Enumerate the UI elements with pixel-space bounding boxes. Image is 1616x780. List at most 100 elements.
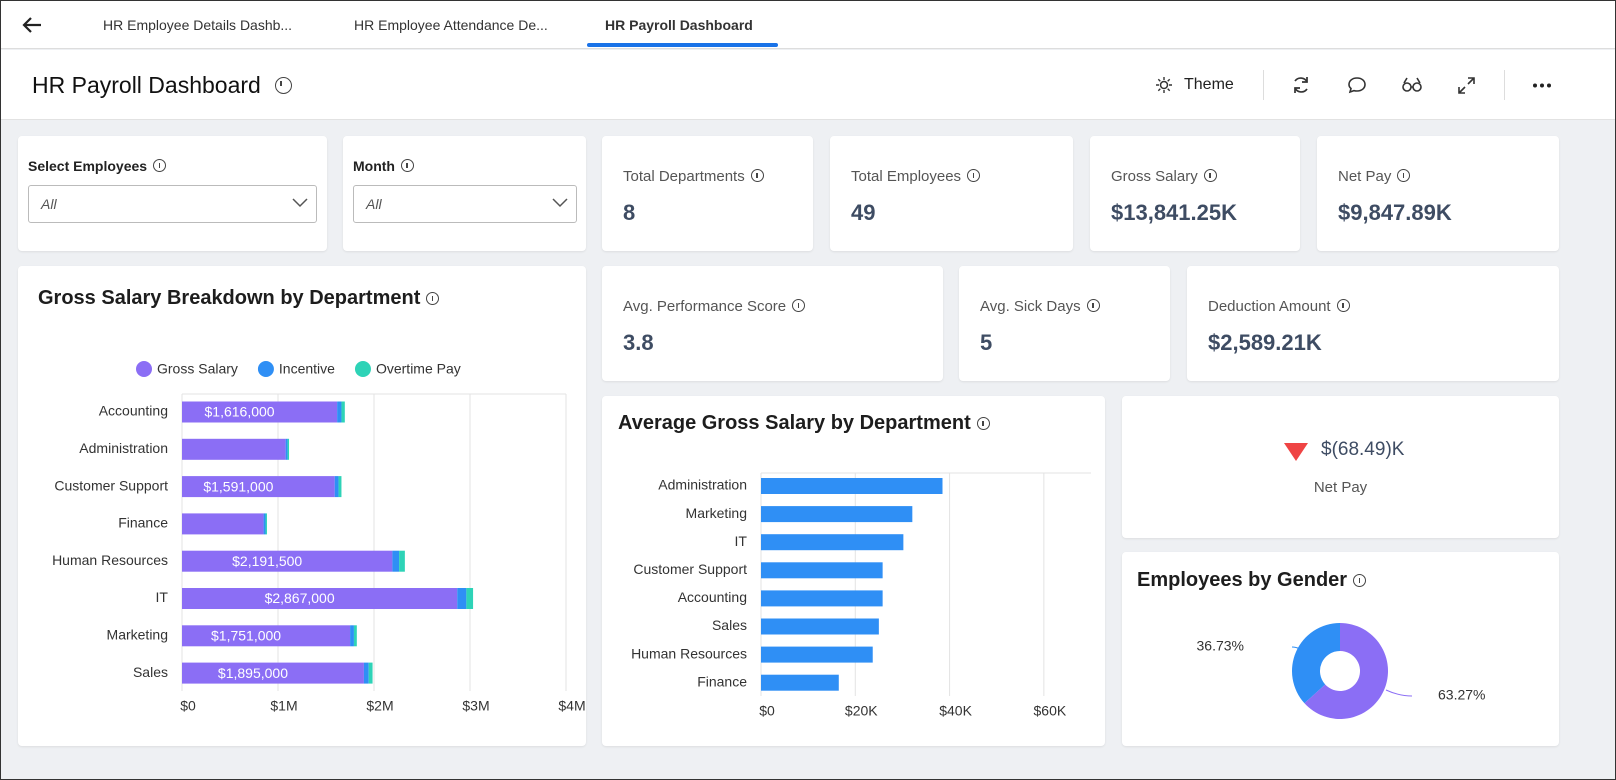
- dropdown[interactable]: All: [28, 185, 317, 223]
- leader-line: [1291, 646, 1301, 650]
- tab[interactable]: HR Employee Details Dashb...: [103, 17, 293, 33]
- bar-segment: [466, 588, 474, 609]
- tab[interactable]: HR Employee Attendance De...: [354, 17, 548, 33]
- legend-label: Gross Salary: [157, 361, 238, 377]
- bar: [761, 534, 904, 551]
- kpi-label-text: Net Pay: [1338, 168, 1392, 185]
- data-label: $1,751,000: [211, 628, 281, 644]
- view-button[interactable]: [1401, 77, 1423, 93]
- x-tick-label: $2M: [366, 698, 393, 714]
- page-title: HR Payroll Dashboard: [32, 72, 292, 99]
- info-icon[interactable]: [400, 159, 414, 172]
- bar-segment: [265, 513, 267, 535]
- kpi-card: Total Departments 8: [602, 136, 813, 251]
- back-button[interactable]: [21, 15, 43, 35]
- bar: [761, 506, 913, 523]
- refresh-button[interactable]: [1292, 76, 1310, 94]
- bar: [761, 562, 883, 579]
- leader-line: [1385, 689, 1413, 697]
- bar-segment: [287, 438, 290, 460]
- chart-title-text: Gross Salary Breakdown by Department: [38, 287, 421, 309]
- dropdown[interactable]: All: [353, 185, 577, 223]
- bar-segment: [350, 625, 354, 647]
- info-icon[interactable]: [274, 77, 292, 94]
- y-tick-label: Finance: [697, 673, 747, 689]
- dropdown-value: All: [366, 196, 382, 212]
- legend-marker: [257, 361, 274, 377]
- info-icon[interactable]: [967, 169, 981, 182]
- x-tick-label: $0: [180, 698, 196, 714]
- kpi-value: 49: [851, 200, 876, 225]
- comment-button[interactable]: [1347, 76, 1367, 94]
- info-icon[interactable]: [750, 169, 764, 182]
- fullscreen-button[interactable]: [1458, 77, 1475, 94]
- chart-title: Employees by Gender: [1137, 569, 1367, 592]
- y-tick-label: Accounting: [678, 589, 747, 605]
- filter-label: Select Employees: [28, 158, 167, 174]
- bar-segment: [392, 550, 400, 572]
- legend-label: Incentive: [279, 361, 335, 377]
- x-tick-label: $20K: [845, 703, 878, 719]
- y-tick-label: Administration: [79, 440, 168, 456]
- info-icon[interactable]: [1397, 169, 1411, 182]
- kpi-value: $13,841.25K: [1111, 200, 1237, 225]
- divider: [1504, 70, 1505, 100]
- bar-segment: [353, 625, 357, 647]
- bar-segment: [368, 662, 373, 684]
- header: HR Payroll Dashboard Theme: [1, 50, 1615, 120]
- info-icon[interactable]: [1203, 169, 1217, 182]
- theme-button[interactable]: Theme: [1184, 76, 1234, 93]
- info-icon[interactable]: [1086, 299, 1100, 312]
- y-tick-label: Finance: [118, 515, 168, 531]
- filter-card: Select Employees All: [18, 136, 327, 251]
- info-icon[interactable]: [1336, 299, 1350, 312]
- bar-segment: [182, 588, 458, 609]
- kpi-label: Deduction Amount: [1208, 298, 1350, 315]
- kpi-label: Net Pay: [1338, 168, 1411, 185]
- variance-label: Net Pay: [1313, 479, 1368, 496]
- x-tick-label: $40K: [939, 703, 972, 719]
- tab-active[interactable]: HR Payroll Dashboard: [605, 17, 753, 33]
- bar-segment: [334, 476, 339, 498]
- y-tick-label: Customer Support: [633, 561, 747, 577]
- y-tick-label: Marketing: [686, 505, 747, 521]
- y-tick-label: Customer Support: [54, 477, 168, 493]
- bar-segment: [341, 401, 345, 423]
- legend-label: Overtime Pay: [376, 361, 461, 377]
- data-label: $1,591,000: [203, 478, 273, 494]
- info-icon[interactable]: [426, 292, 440, 305]
- info-icon[interactable]: [1353, 574, 1367, 587]
- y-tick-label: IT: [156, 589, 169, 605]
- chevron: [552, 198, 568, 208]
- info-icon[interactable]: [976, 417, 990, 430]
- kpi-label: Avg. Performance Score: [623, 298, 806, 315]
- bar: [761, 618, 879, 635]
- dropdown-value: All: [41, 196, 57, 212]
- chart-title: Average Gross Salary by Department: [618, 412, 990, 435]
- info-icon[interactable]: [792, 299, 806, 312]
- legend-marker: [354, 361, 371, 377]
- kpi-label-text: Avg. Sick Days: [980, 298, 1081, 315]
- down-arrow: [1284, 443, 1308, 461]
- chart: 36.73% 63.27%: [1197, 623, 1485, 719]
- filter-label-text: Month: [353, 158, 395, 174]
- data-label: $1,895,000: [218, 665, 288, 681]
- kpi-label-text: Deduction Amount: [1208, 298, 1331, 315]
- data-label: 36.73%: [1197, 638, 1244, 654]
- kpi-card: Total Employees 49: [830, 136, 1073, 251]
- x-tick-label: $0: [759, 703, 775, 719]
- kpi-label: Total Departments: [623, 168, 764, 185]
- filter-label: Month: [353, 158, 414, 174]
- more-button[interactable]: [1533, 83, 1551, 88]
- y-tick-label: Marketing: [107, 627, 168, 643]
- info-icon[interactable]: [153, 159, 167, 172]
- data-label: $2,867,000: [265, 590, 335, 606]
- bar-segment: [182, 513, 264, 535]
- kpi-card: Gross Salary $13,841.25K: [1090, 136, 1300, 251]
- chart: $0 $20K $40K $60K Administration Marketing IT C…: [631, 472, 1091, 719]
- bar-segment: [337, 401, 342, 423]
- kpi-label-text: Gross Salary: [1111, 168, 1198, 185]
- variance-value: $(68.49)K: [1321, 439, 1405, 460]
- pie-slice: [1292, 623, 1340, 704]
